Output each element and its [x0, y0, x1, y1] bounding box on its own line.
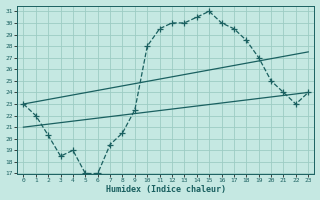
X-axis label: Humidex (Indice chaleur): Humidex (Indice chaleur): [106, 185, 226, 194]
